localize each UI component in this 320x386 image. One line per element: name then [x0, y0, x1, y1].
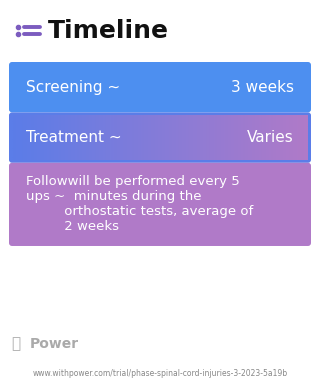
Text: Power: Power — [30, 337, 79, 351]
Text: Screening ~: Screening ~ — [26, 80, 120, 95]
FancyBboxPatch shape — [9, 62, 311, 112]
FancyBboxPatch shape — [9, 112, 311, 163]
Text: Varies: Varies — [247, 130, 294, 145]
Text: Followwill be performed every 5
ups ~  minutes during the
         orthostatic t: Followwill be performed every 5 ups ~ mi… — [26, 175, 253, 234]
Text: Treatment ~: Treatment ~ — [26, 130, 122, 145]
Text: www.withpower.com/trial/phase-spinal-cord-injuries-3-2023-5a19b: www.withpower.com/trial/phase-spinal-cor… — [32, 369, 288, 379]
Text: 3 weeks: 3 weeks — [231, 80, 294, 95]
FancyBboxPatch shape — [9, 163, 311, 246]
Text: ⛨: ⛨ — [12, 337, 20, 352]
Text: Timeline: Timeline — [48, 19, 169, 42]
